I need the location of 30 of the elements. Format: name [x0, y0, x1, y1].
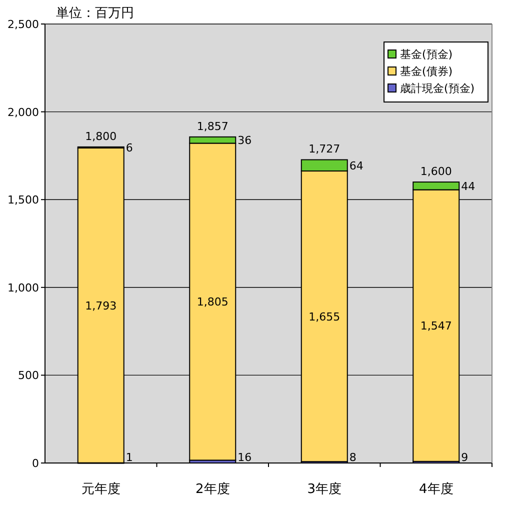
data-label: 36: [238, 134, 252, 148]
data-label: 64: [349, 159, 364, 172]
total-label: 1,857: [196, 120, 228, 133]
data-label: 8: [349, 451, 356, 464]
total-label: 1,600: [420, 165, 452, 178]
x-tick-label: 元年度: [81, 481, 120, 497]
data-label: 1: [126, 451, 133, 464]
total-label: 1,727: [308, 142, 340, 156]
data-label: 1,805: [196, 296, 228, 309]
legend-label: 基金(債券): [400, 65, 453, 78]
x-tick-label: 4年度: [418, 481, 454, 497]
y-tick-label: 1,500: [8, 194, 39, 207]
data-label: 1,655: [308, 310, 340, 324]
data-label: 44: [461, 180, 476, 193]
y-tick-label: 2,000: [8, 106, 39, 119]
y-tick-label: 2,500: [8, 18, 39, 31]
y-tick-label: 0: [32, 457, 39, 470]
data-label: 1,547: [420, 320, 452, 333]
data-label: 6: [126, 141, 133, 154]
total-label: 1,800: [85, 130, 117, 143]
x-tick-label: 3年度: [307, 481, 342, 497]
data-label: 1,793: [85, 299, 117, 312]
legend-label: 歳計現金(預金): [400, 82, 475, 95]
data-label: 9: [461, 451, 468, 464]
y-tick-label: 500: [18, 369, 39, 382]
legend-label: 基金(預金): [400, 48, 453, 61]
data-label: 16: [238, 451, 252, 464]
chart-title: 単位：百万円: [56, 6, 134, 21]
y-tick-label: 1,000: [8, 281, 39, 294]
x-tick-label: 2年度: [195, 481, 230, 497]
